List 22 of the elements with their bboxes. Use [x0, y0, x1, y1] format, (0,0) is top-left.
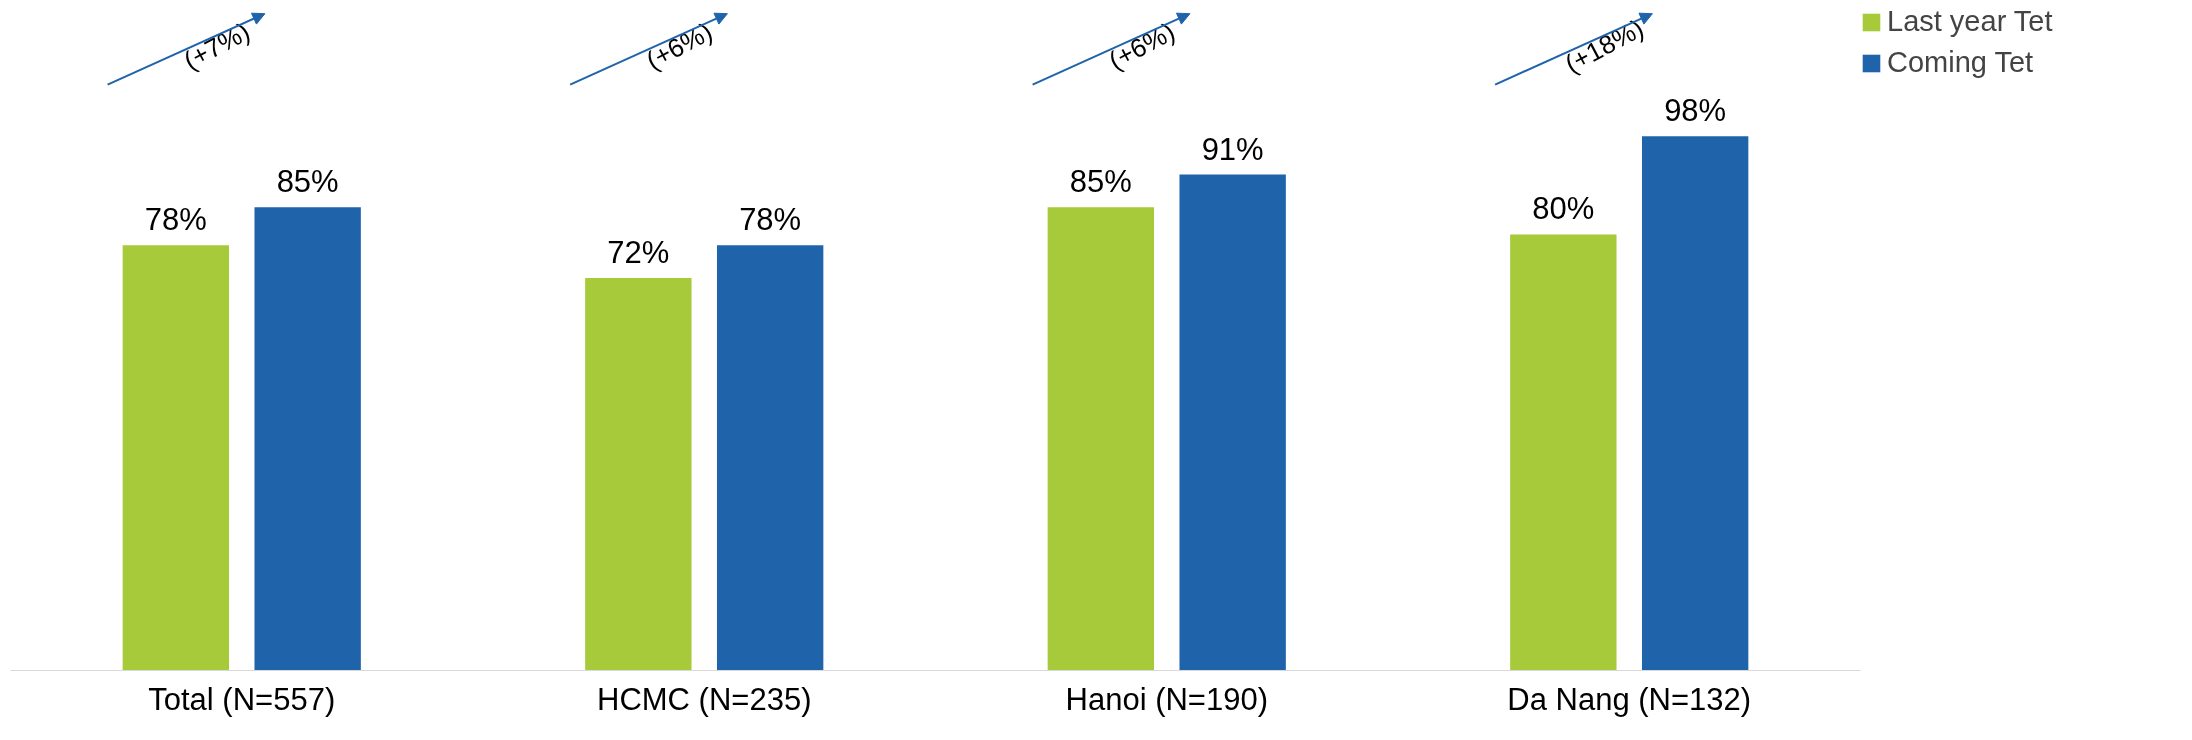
data-label: 85%	[276, 164, 339, 200]
x-tick-label: Hanoi (N=190)	[1065, 681, 1268, 717]
bar	[254, 207, 361, 671]
data-label: 91%	[1201, 131, 1264, 167]
bar	[1641, 136, 1749, 671]
bar	[122, 245, 230, 671]
data-label: 78%	[144, 202, 207, 238]
bar	[1510, 234, 1617, 671]
data-label: 72%	[607, 235, 670, 271]
bar	[716, 245, 824, 671]
x-tick-label: HCMC (N=235)	[597, 681, 812, 717]
bar	[585, 278, 692, 671]
data-label: 85%	[1069, 164, 1132, 200]
bar	[1047, 207, 1155, 671]
x-tick-label: Da Nang (N=132)	[1507, 681, 1752, 717]
bar	[1179, 174, 1286, 671]
x-tick-label: Total (N=557)	[148, 681, 336, 717]
legend-label: Coming Tet	[1887, 46, 2034, 79]
data-label: 80%	[1532, 191, 1595, 227]
data-label: 98%	[1664, 93, 1727, 129]
data-label: 78%	[739, 202, 802, 238]
legend-label: Last year Tet	[1887, 5, 2053, 38]
